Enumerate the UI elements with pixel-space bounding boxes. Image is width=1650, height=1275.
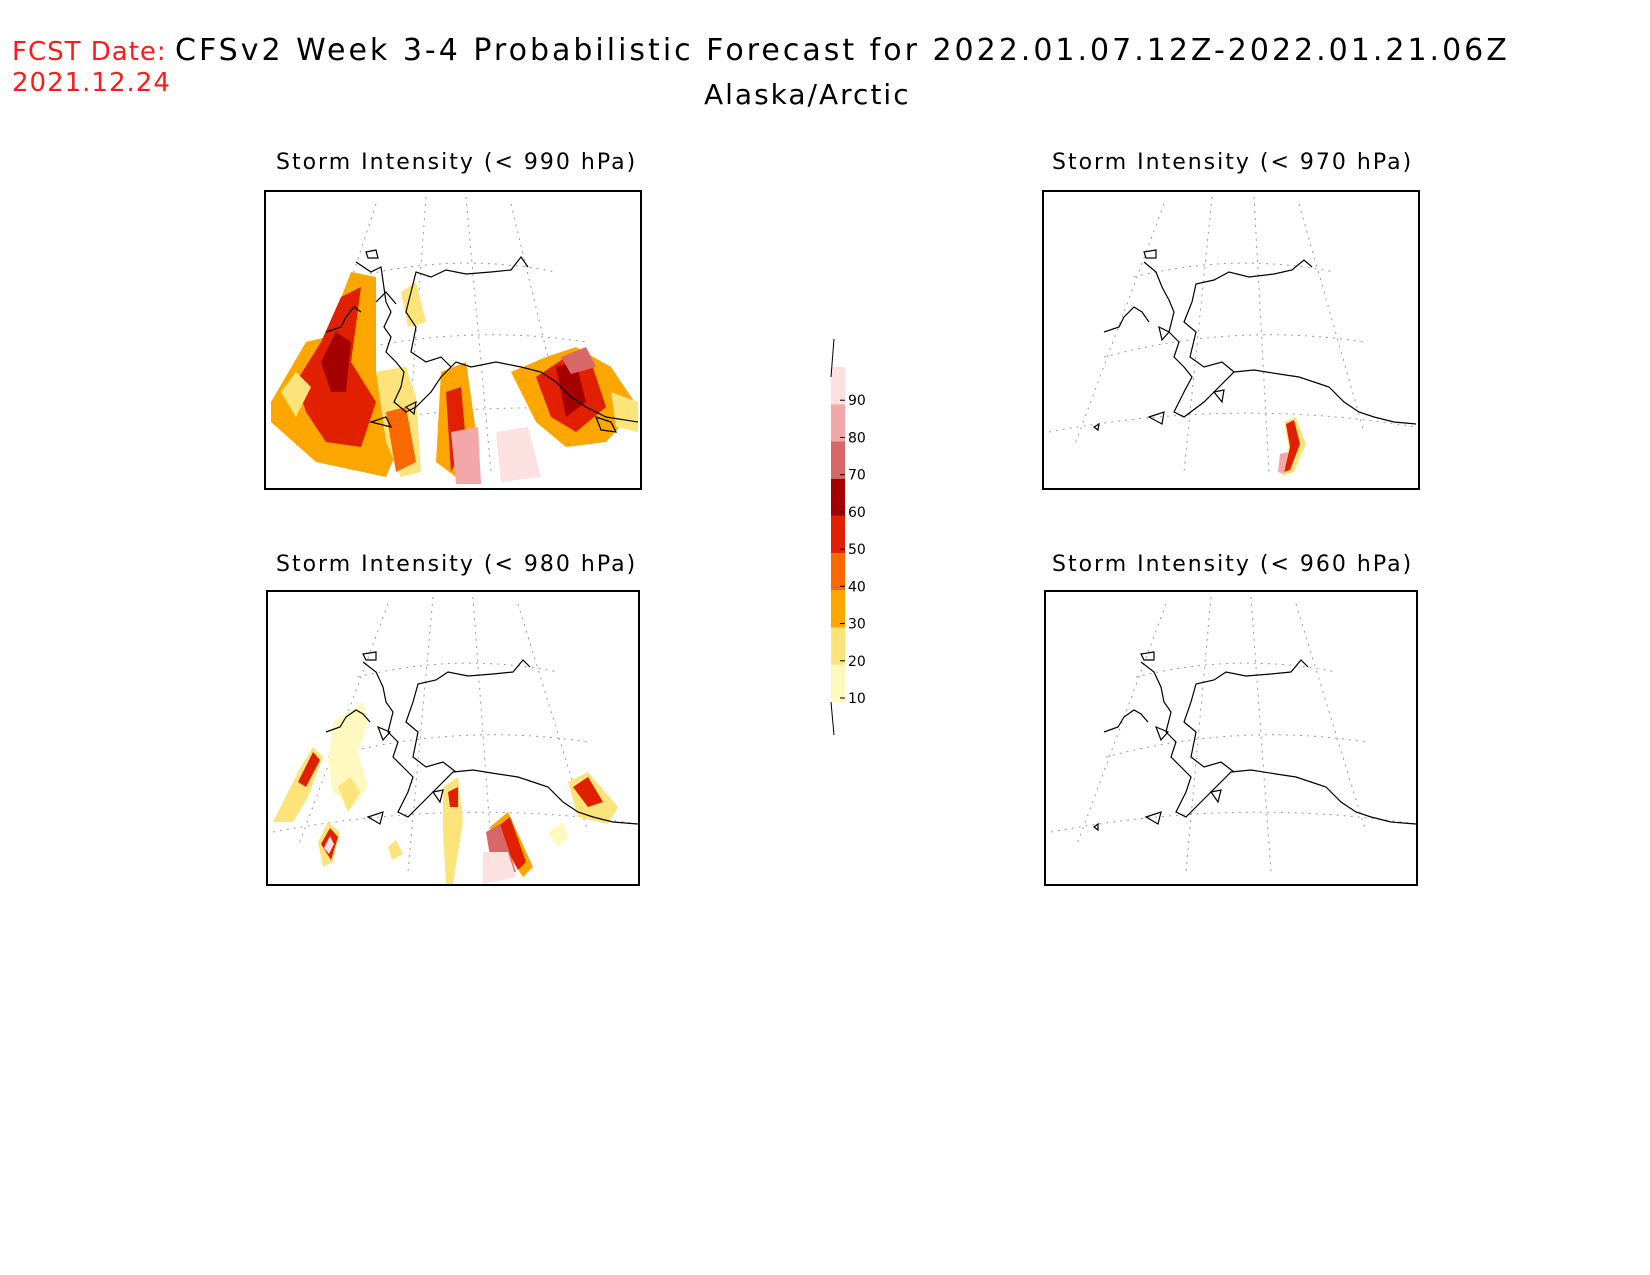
region-subtitle: Alaska/Arctic [704,78,911,111]
map-960-svg [1050,596,1416,873]
colorbar-tick-label: 30 [848,617,866,633]
panel-title-970: Storm Intensity (< 970 hPa) [1052,150,1414,175]
panel-title-980: Storm Intensity (< 980 hPa) [276,552,638,577]
colorbar-tick-label: 50 [848,542,866,558]
map-970-svg [1048,196,1417,476]
colorbar-swatch [831,478,845,516]
map-panel-990 [264,190,642,490]
panel-title-990: Storm Intensity (< 990 hPa) [276,150,638,175]
colorbar-swatch [831,590,845,628]
colorbar-tick-label: 90 [848,393,866,409]
colorbar-swatch [831,553,845,591]
colorbar-tick-label: 70 [848,468,866,484]
map-panel-960 [1044,590,1418,886]
colorbar-swatch [831,367,845,405]
colorbar-swatch [831,515,845,554]
colorbar-tick-label: 10 [848,691,866,707]
colorbar-swatch [831,627,845,665]
probability-colorbar: 10 20 30 40 50 60 70 80 90 [830,338,866,735]
fcst-date-label: FCST Date: [12,37,167,67]
map-panel-970 [1042,190,1420,490]
panel-title-960: Storm Intensity (< 960 hPa) [1052,552,1414,577]
colorbar-swatch [831,664,845,702]
colorbar-tick-label: 40 [848,579,866,595]
colorbar-swatch [831,441,845,479]
map-panel-980 [266,590,640,886]
map-980-svg [272,596,638,884]
colorbar-tick-label: 20 [848,654,866,670]
map-990-svg [271,196,639,484]
colorbar-swatch [831,404,845,442]
colorbar-tick-label: 80 [848,430,866,446]
fcst-date-value: 2021.12.24 [12,68,171,98]
colorbar-tick-label: 60 [848,505,866,521]
main-title: CFSv2 Week 3-4 Probabilistic Forecast fo… [175,33,1510,68]
